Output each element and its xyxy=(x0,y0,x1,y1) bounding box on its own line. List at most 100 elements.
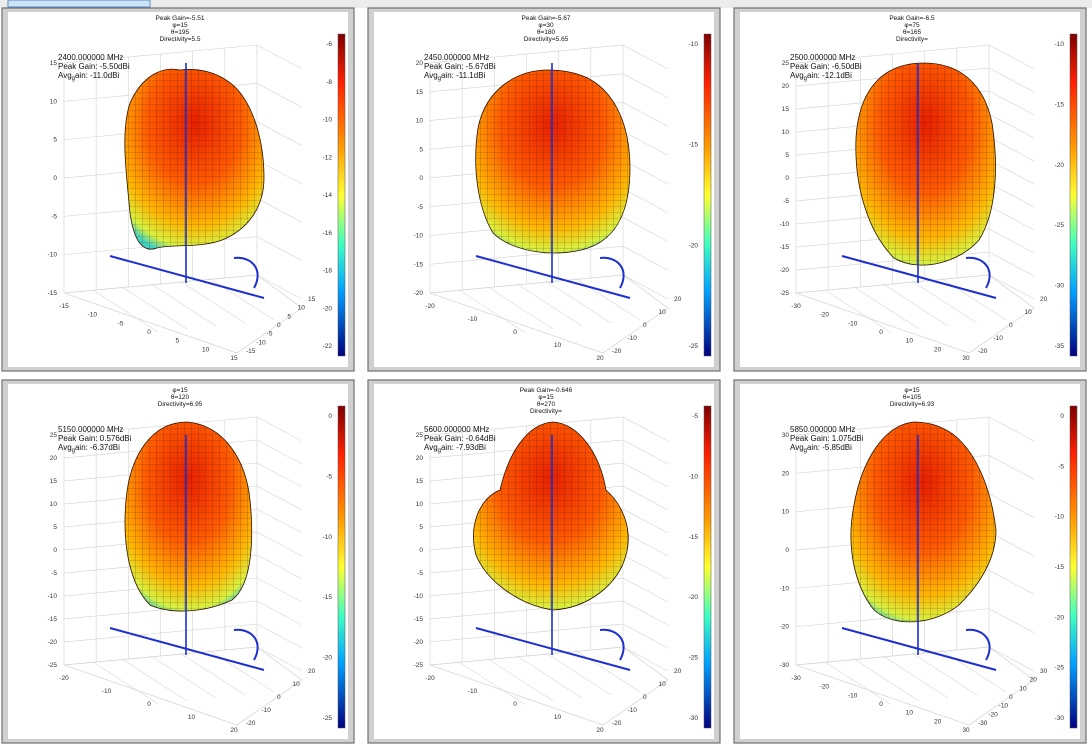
side-grid-line xyxy=(988,113,1035,139)
z-tick-label: 0 xyxy=(53,547,57,554)
colorbar-tick-label: -25 xyxy=(1055,222,1065,229)
y-tick-label: 10 xyxy=(293,681,301,688)
peak-info: Directivity= xyxy=(530,408,562,415)
side-grid-line xyxy=(622,508,669,534)
x-tick-label: 0 xyxy=(879,329,883,336)
y-tick-label: 20 xyxy=(674,668,682,675)
avg-gain-label: Avggain: -11.1dBi xyxy=(424,71,486,82)
peak-gain-label: Peak Gain: -6.50dBi xyxy=(790,62,862,71)
colorbar-tick-label: -20 xyxy=(323,655,333,662)
side-grid-line xyxy=(988,136,1035,162)
y-tick-label: 10 xyxy=(659,309,667,316)
frequency-label: 5850.000000 MHz xyxy=(790,425,855,434)
peak-info: Directivity=6.93 xyxy=(890,401,935,408)
y-tick-label: -5 xyxy=(267,331,273,338)
peak-info: θ=180 xyxy=(537,29,556,36)
x-tick-label: 20 xyxy=(934,346,942,353)
peak-info: Directivity=5.5 xyxy=(160,36,201,43)
y-tick-label: 0 xyxy=(277,322,281,329)
y-tick-label: 5 xyxy=(287,313,291,320)
side-grid-line xyxy=(622,554,669,580)
z-tick-label: 5 xyxy=(53,524,57,531)
z-tick-label: 25 xyxy=(782,60,790,67)
frequency-label: 5150.000000 MHz xyxy=(58,425,123,434)
z-tick-label: 10 xyxy=(416,118,424,125)
z-tick-label: -20 xyxy=(414,639,424,646)
frequency-label: 2500.000000 MHz xyxy=(790,53,855,62)
y-tick-label: 20 xyxy=(308,668,316,675)
frequency-label: 2450.000000 MHz xyxy=(424,53,489,62)
floor-grid-line xyxy=(121,658,188,702)
axis-arc xyxy=(599,256,625,289)
z-tick-label: 15 xyxy=(50,60,58,67)
z-tick-label: -25 xyxy=(48,662,58,669)
figure-window: 2520151050-5-10-15-20-25-20-1001020-20-1… xyxy=(367,379,721,744)
y-tick-label: 0 xyxy=(1009,694,1013,701)
avg-gain-label: Avggain: -7.93dBi xyxy=(424,443,486,454)
tab[interactable] xyxy=(7,0,151,8)
side-grid-line xyxy=(256,44,303,70)
avg-gain-part: ain: -5.85dBi xyxy=(807,443,852,452)
y-tick-label: 0 xyxy=(1009,322,1013,329)
z-tick-label: -10 xyxy=(780,221,790,228)
y-tick-label: 15 xyxy=(308,296,316,303)
colorbar-tick-label: -12 xyxy=(323,154,333,161)
floor-grid-line xyxy=(150,283,217,327)
z-tick-label: -10 xyxy=(48,593,58,600)
colorbar-tick-label: -15 xyxy=(1055,101,1065,108)
x-tick-label: -5 xyxy=(118,320,124,327)
floor-grid-line xyxy=(516,655,583,699)
colorbar-tick-label: -30 xyxy=(1055,715,1065,722)
z-tick-label: 5 xyxy=(419,146,423,153)
colorbar xyxy=(337,405,346,729)
y-tick-label: -10 xyxy=(628,707,638,714)
figure-window: 2520151050-5-10-15-20-25-20-1001020-20-1… xyxy=(1,379,355,744)
side-grid-line xyxy=(256,508,303,534)
side-grid-line xyxy=(256,83,303,108)
peak-info: φ=15 xyxy=(904,387,920,394)
lobe-mesh xyxy=(124,69,264,250)
z-tick-label: 0 xyxy=(785,547,789,554)
y-tick-label: 10 xyxy=(1025,309,1033,316)
side-grid-line xyxy=(622,44,669,70)
floor xyxy=(795,274,1035,354)
z-tick-label: 10 xyxy=(782,129,790,136)
x-tick-label: -30 xyxy=(791,675,801,682)
y-tick-label: -10 xyxy=(262,707,272,714)
y-tick-label: -20 xyxy=(612,348,622,355)
floor-grid-line xyxy=(121,286,188,330)
peak-info: Peak Gain=-6.5 xyxy=(889,15,935,22)
colorbar xyxy=(1069,405,1078,729)
side-grid-line xyxy=(256,646,303,672)
floor-grid-line xyxy=(92,289,159,333)
side-grid-line xyxy=(256,439,303,465)
y-tick-label: 10 xyxy=(298,305,306,312)
x-tick-label: -10 xyxy=(88,312,98,319)
colorbar-tick-label: -22 xyxy=(323,343,333,350)
y-tick-label: -20 xyxy=(612,720,622,727)
avg-gain-label: Avggain: -6.37dBi xyxy=(58,443,120,454)
axis-arc xyxy=(965,256,991,289)
x-tick-label: 0 xyxy=(147,701,151,708)
figure-window: 151050-5-10-15-15-10-5051015-15-10-50510… xyxy=(1,7,355,372)
z-tick-label: 15 xyxy=(416,478,424,485)
x-tick-label: 15 xyxy=(230,355,238,362)
z-tick-label: -15 xyxy=(780,244,790,251)
z-tick-label: 15 xyxy=(416,89,424,96)
colorbar-tick-label: -14 xyxy=(323,192,333,199)
floor-grid-line xyxy=(824,289,891,333)
x-tick-label: -10 xyxy=(102,688,112,695)
z-tick-label: -10 xyxy=(414,593,424,600)
colorbar-tick-label: -15 xyxy=(1055,564,1065,571)
z-tick-label: -15 xyxy=(414,261,424,268)
avg-gain-part: g xyxy=(804,76,807,82)
z-tick-label: -5 xyxy=(51,213,57,220)
y-tick-label: 10 xyxy=(659,681,667,688)
side-grid-line xyxy=(256,600,303,626)
z-tick-label: -20 xyxy=(414,290,424,297)
x-tick-label: 30 xyxy=(962,727,970,734)
z-tick-label: -25 xyxy=(414,662,424,669)
floor-grid-line xyxy=(516,283,583,327)
side-grid-line xyxy=(988,274,1035,300)
colorbar-tick-label: -10 xyxy=(323,117,333,124)
